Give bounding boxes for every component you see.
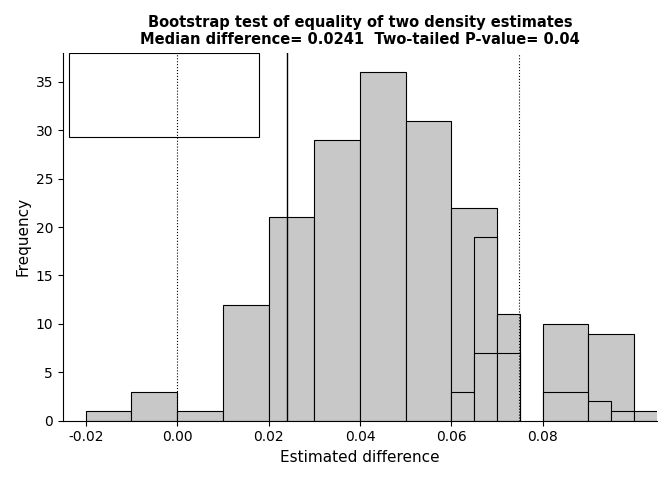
- X-axis label: Estimated difference: Estimated difference: [280, 450, 439, 465]
- Bar: [177, 411, 223, 421]
- Bar: [612, 411, 634, 421]
- Bar: [86, 411, 132, 421]
- Bar: [132, 392, 177, 421]
- Bar: [589, 334, 634, 421]
- Text: $\hat{D}$: $\hat{D}$: [87, 101, 97, 119]
- Bar: [314, 140, 360, 421]
- Bar: [474, 353, 497, 421]
- Text: $_{\mathrm{South}}$ = 0.0431: $_{\mathrm{South}}$ = 0.0431: [104, 101, 194, 116]
- Bar: [406, 120, 452, 421]
- Bar: [452, 392, 474, 421]
- Bar: [497, 353, 520, 421]
- Bar: [360, 72, 406, 421]
- Bar: [497, 314, 520, 421]
- Bar: [589, 401, 612, 421]
- Bar: [543, 324, 589, 421]
- Bar: [543, 392, 589, 421]
- Title: Bootstrap test of equality of two density estimates
Median difference= 0.0241  T: Bootstrap test of equality of two densit…: [140, 15, 580, 48]
- Bar: [223, 304, 269, 421]
- Bar: [474, 237, 497, 421]
- FancyBboxPatch shape: [69, 53, 259, 137]
- Bar: [634, 411, 672, 421]
- Bar: [452, 208, 497, 421]
- Y-axis label: Frequency: Frequency: [15, 197, 30, 276]
- Bar: [269, 217, 314, 421]
- Text: $\hat{D}$: $\hat{D}$: [87, 64, 97, 82]
- Text: $_{\mathrm{North}}$ = 0.0193: $_{\mathrm{North}}$ = 0.0193: [104, 64, 193, 79]
